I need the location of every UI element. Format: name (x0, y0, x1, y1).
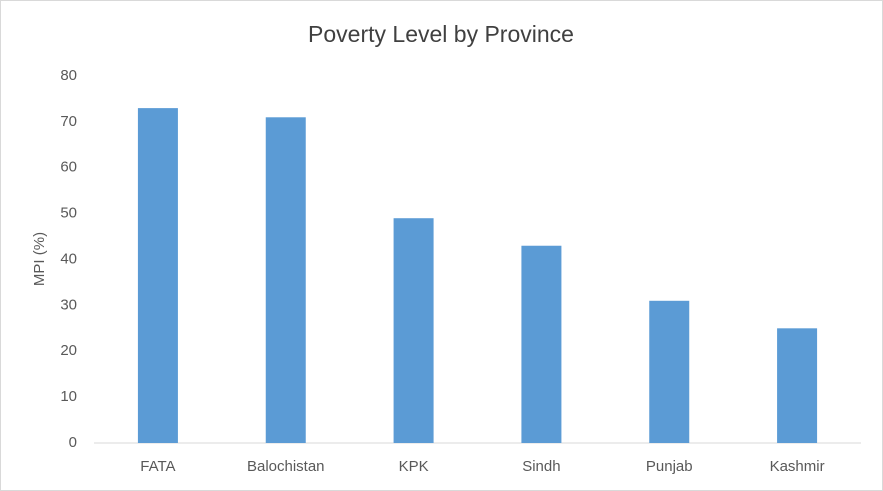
chart-title: Poverty Level by Province (308, 21, 574, 47)
y-tick-label: 60 (60, 159, 77, 176)
y-tick-label: 0 (69, 434, 77, 451)
y-tick-label: 30 (60, 296, 77, 313)
y-tick-label: 10 (60, 388, 77, 405)
bar (393, 218, 434, 443)
x-tick-label: FATA (140, 458, 175, 475)
x-tick-label: Kashmir (770, 458, 825, 475)
bar (137, 108, 178, 444)
x-tick-label: KPK (399, 458, 429, 475)
x-tick-label: Sindh (522, 458, 560, 475)
y-tick-label: 20 (60, 342, 77, 359)
x-tick-label: Punjab (646, 458, 693, 475)
y-tick-label: 80 (60, 67, 77, 84)
y-tick-label: 40 (60, 250, 77, 267)
bar (521, 245, 562, 443)
bar (777, 328, 818, 443)
bar (265, 117, 306, 443)
x-tick-label: Balochistan (247, 458, 325, 475)
y-tick-label: 70 (60, 113, 77, 130)
bar (649, 300, 690, 443)
y-axis-label: MPI (%) (31, 232, 48, 286)
y-tick-label: 50 (60, 205, 77, 222)
